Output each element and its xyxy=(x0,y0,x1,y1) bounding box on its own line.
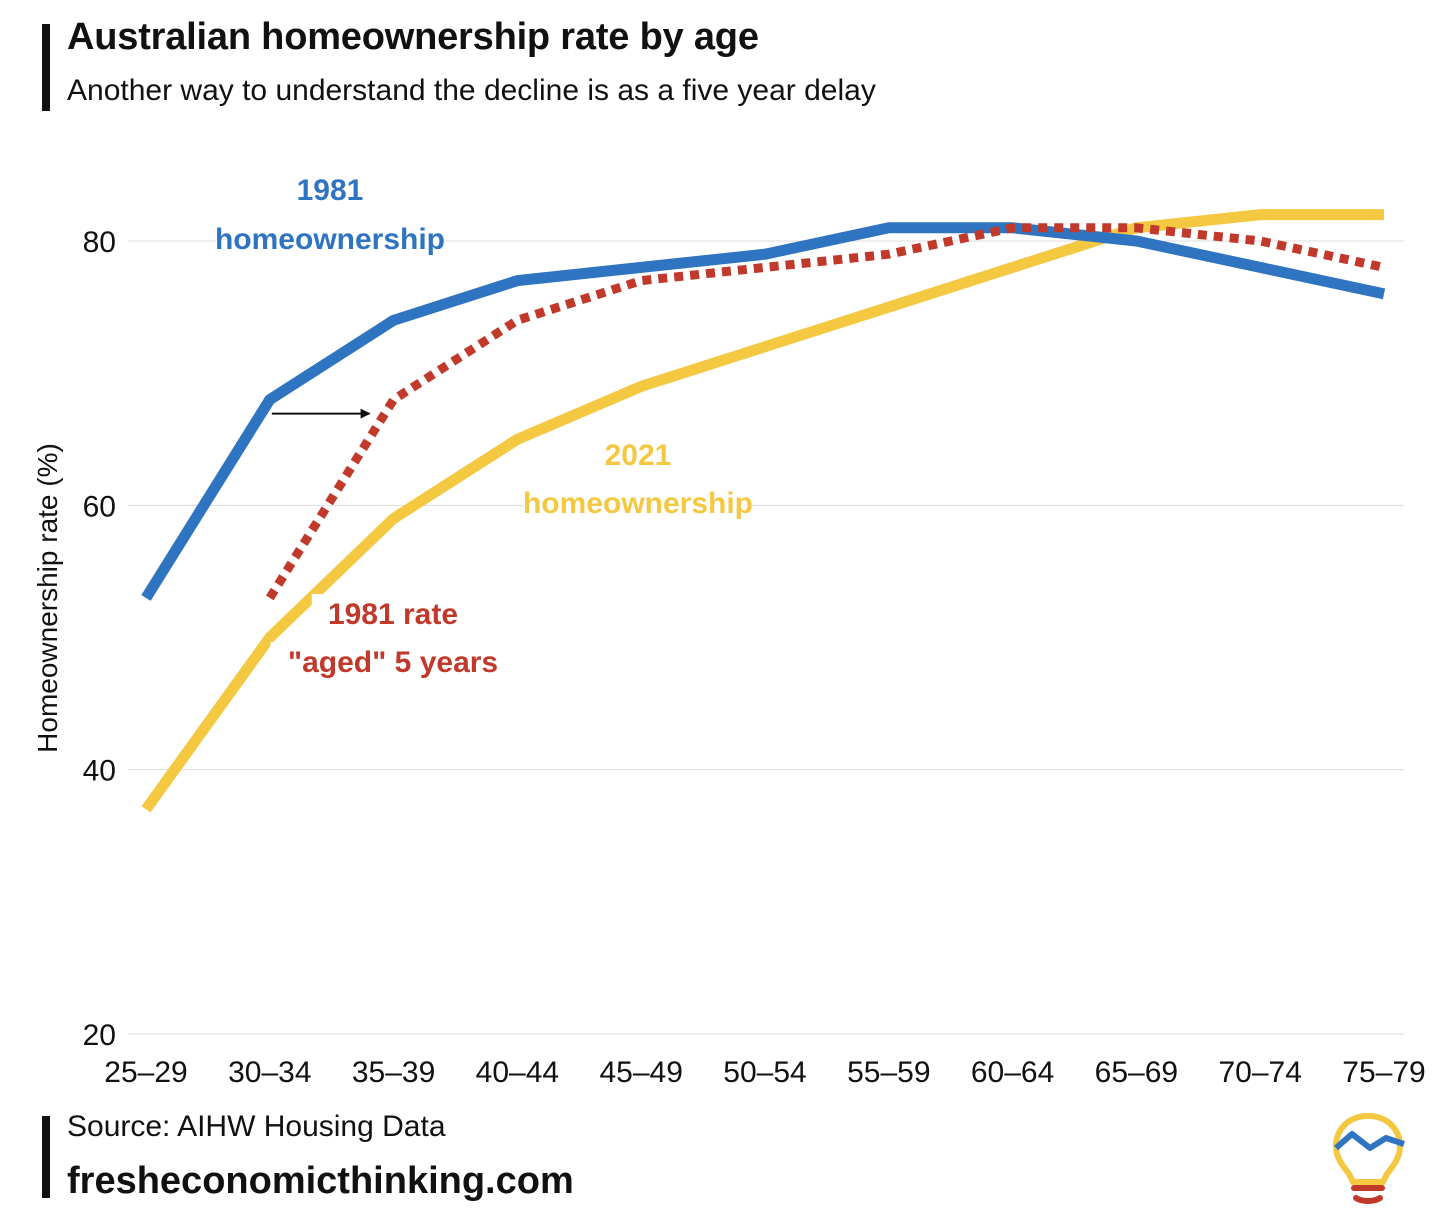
lightbulb-chart-icon xyxy=(1332,1112,1405,1204)
series-label-backdrop xyxy=(290,170,370,210)
series-label-backdrop xyxy=(270,642,516,682)
series-line-3 xyxy=(265,223,1385,601)
series-label-backdrop xyxy=(311,594,475,634)
series-label-2: homeownership xyxy=(523,487,753,520)
x-tick-label: 30–34 xyxy=(228,1056,311,1089)
y-tick-label: 80 xyxy=(83,226,116,259)
x-tick-label: 55–59 xyxy=(847,1056,930,1089)
y-tick-label: 20 xyxy=(83,1019,116,1052)
y-tick-label: 60 xyxy=(83,490,116,523)
chart-title: Australian homeownership rate by age xyxy=(67,16,759,58)
series-label-1: 1981 xyxy=(297,174,364,207)
series-line-1 xyxy=(141,222,1386,601)
x-tick-label: 40–44 xyxy=(476,1056,559,1089)
footer-accent-bar xyxy=(42,1116,50,1198)
x-tick-label: 75–79 xyxy=(1342,1056,1425,1089)
series-label-1: homeownership xyxy=(215,223,445,256)
x-tick-label: 35–39 xyxy=(352,1056,435,1089)
source-note: Source: AIHW Housing Data xyxy=(67,1110,446,1143)
series-line-2 xyxy=(141,209,1384,813)
x-tick-label: 45–49 xyxy=(599,1056,682,1089)
x-tick-label: 65–69 xyxy=(1095,1056,1178,1089)
series-label-backdrop xyxy=(215,219,445,259)
x-tick-label: 25–29 xyxy=(104,1056,187,1089)
chart-subtitle: Another way to understand the decline is… xyxy=(67,74,876,107)
y-tick-label: 40 xyxy=(83,755,116,788)
y-axis-label: Homeownership rate (%) xyxy=(32,443,63,753)
x-tick-label: 60–64 xyxy=(971,1056,1054,1089)
series-label-3: 1981 rate xyxy=(328,598,458,631)
series-label-2: 2021 xyxy=(605,439,672,472)
site-url[interactable]: fresheconomicthinking.com xyxy=(67,1160,574,1202)
series-label-backdrop xyxy=(523,483,753,523)
x-tick-label: 50–54 xyxy=(723,1056,806,1089)
series-label-backdrop xyxy=(598,435,678,475)
header-accent-bar xyxy=(42,24,50,111)
x-tick-label: 70–74 xyxy=(1218,1056,1301,1089)
series-label-3: "aged" 5 years xyxy=(288,646,498,679)
